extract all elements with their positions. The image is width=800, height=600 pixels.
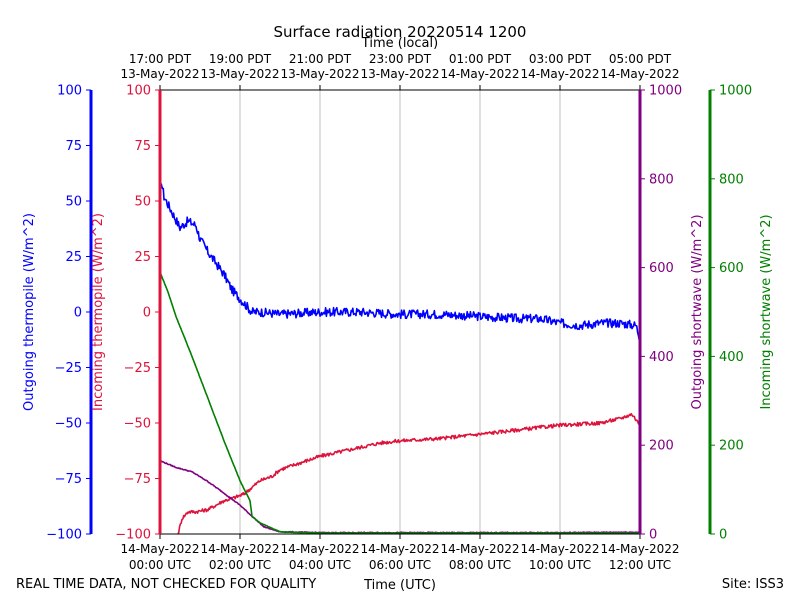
top-tick-label-time: 05:00 PDT — [609, 52, 672, 66]
incoming-thermopile-axis-tick-label: 50 — [134, 195, 151, 210]
x-tick-label-time: 00:00 UTC — [129, 558, 191, 572]
quality-disclaimer: REAL TIME DATA, NOT CHECKED FOR QUALITY — [16, 577, 316, 592]
top-tick-label-date: 13-May-2022 — [200, 67, 279, 81]
x-tick-label-date: 14-May-2022 — [280, 542, 359, 556]
x-tick-label-time: 06:00 UTC — [369, 558, 431, 572]
top-tick-label-time: 23:00 PDT — [369, 52, 432, 66]
incoming-thermopile-axis-label: Incoming thermopile (W/m^2) — [91, 213, 106, 411]
outgoing-shortwave-axis-tick-label: 1000 — [649, 84, 682, 99]
x-tick-label-time: 08:00 UTC — [449, 558, 511, 572]
top-tick-label-date: 13-May-2022 — [360, 67, 439, 81]
incoming-shortwave-axis-tick-label: 200 — [719, 439, 744, 454]
incoming-thermopile-axis-tick-label: −50 — [124, 417, 151, 432]
x-tick-label-date: 14-May-2022 — [600, 542, 679, 556]
x-tick-label-date: 14-May-2022 — [440, 542, 519, 556]
x-tick-label-date: 14-May-2022 — [200, 542, 279, 556]
outgoing-thermopile-axis-tick-label: 0 — [74, 306, 82, 321]
x-tick-label-time: 10:00 UTC — [529, 558, 591, 572]
outgoing-thermopile-axis-label: Outgoing thermopile (W/m^2) — [22, 213, 37, 411]
top-tick-label-date: 13-May-2022 — [120, 67, 199, 81]
top-tick-label-time: 01:00 PDT — [449, 52, 512, 66]
incoming-thermopile-axis-tick-label: −25 — [124, 361, 151, 376]
x-tick-label-time: 02:00 UTC — [209, 558, 271, 572]
outgoing-thermopile-axis-tick-label: 50 — [65, 195, 82, 210]
chart-title: Surface radiation 20220514 1200 — [274, 23, 527, 41]
x-tick-label-time: 12:00 UTC — [609, 558, 671, 572]
outgoing-shortwave-axis-tick-label: 600 — [649, 261, 674, 276]
x-tick-label-date: 14-May-2022 — [120, 542, 199, 556]
incoming-shortwave-axis-tick-label: 1000 — [719, 84, 752, 99]
outgoing-shortwave-axis-tick-label: 200 — [649, 439, 674, 454]
outgoing-thermopile-axis-tick-label: 25 — [65, 250, 82, 265]
outgoing-thermopile-axis-tick-label: −75 — [55, 472, 82, 487]
outgoing-shortwave-axis-label: Outgoing shortwave (W/m^2) — [690, 214, 705, 409]
x-tick-label-date: 14-May-2022 — [360, 542, 439, 556]
incoming-shortwave-axis-tick-label: 400 — [719, 350, 744, 365]
x-tick-label-time: 04:00 UTC — [289, 558, 351, 572]
top-tick-label-time: 03:00 PDT — [529, 52, 592, 66]
incoming-thermopile-axis-tick-label: −100 — [115, 528, 151, 543]
outgoing-thermopile-axis-tick-label: 100 — [57, 84, 82, 99]
incoming-shortwave-axis-tick-label: 800 — [719, 172, 744, 187]
incoming-thermopile-axis-tick-label: 0 — [143, 306, 151, 321]
incoming-thermopile-axis-tick-label: 100 — [126, 84, 151, 99]
series-line-outgoing-thermopile — [159, 183, 641, 341]
top-tick-label-date: 14-May-2022 — [520, 67, 599, 81]
top-tick-label-date: 14-May-2022 — [600, 67, 679, 81]
incoming-thermopile-axis-tick-label: −75 — [124, 472, 151, 487]
series-line-incoming-thermopile — [177, 412, 641, 535]
outgoing-thermopile-axis-tick-label: −100 — [46, 528, 82, 543]
top-tick-label-date: 14-May-2022 — [440, 67, 519, 81]
outgoing-thermopile-axis-tick-label: 75 — [65, 139, 82, 154]
outgoing-thermopile-axis-tick-label: −25 — [55, 361, 82, 376]
incoming-thermopile-axis-tick-label: 75 — [134, 139, 151, 154]
top-tick-label-time: 17:00 PDT — [129, 52, 192, 66]
incoming-shortwave-axis-label: Incoming shortwave (W/m^2) — [759, 214, 774, 409]
x-axis-label: Time (UTC) — [363, 578, 436, 593]
incoming-shortwave-axis-tick-label: 0 — [719, 528, 727, 543]
outgoing-thermopile-axis-tick-label: −50 — [55, 417, 82, 432]
incoming-shortwave-axis-tick-label: 600 — [719, 261, 744, 276]
top-axis-label: Time (local) — [361, 36, 438, 51]
x-tick-label-date: 14-May-2022 — [520, 542, 599, 556]
incoming-thermopile-axis-tick-label: 25 — [134, 250, 151, 265]
outgoing-shortwave-axis-tick-label: 400 — [649, 350, 674, 365]
top-tick-label-time: 21:00 PDT — [289, 52, 352, 66]
outgoing-shortwave-axis-tick-label: 800 — [649, 172, 674, 187]
site-label: Site: ISS3 — [722, 577, 784, 592]
series-line-incoming-shortwave — [159, 271, 641, 535]
top-tick-label-time: 19:00 PDT — [209, 52, 272, 66]
outgoing-shortwave-axis-tick-label: 0 — [649, 528, 657, 543]
top-tick-label-date: 13-May-2022 — [280, 67, 359, 81]
